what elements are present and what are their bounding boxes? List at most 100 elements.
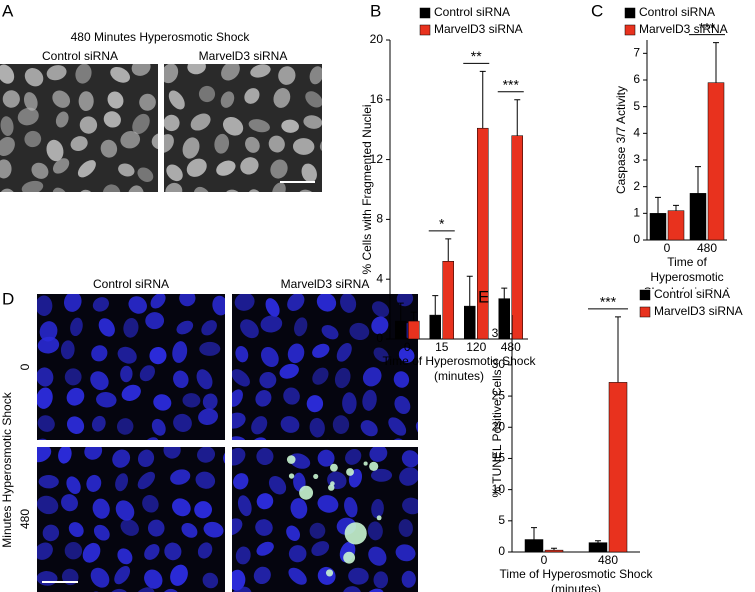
bar xyxy=(477,127,489,340)
nucleus xyxy=(371,316,389,335)
nucleus xyxy=(370,468,393,482)
y-tick-label: 3 xyxy=(633,152,640,166)
y-tick-label: 20 xyxy=(492,419,506,433)
apoptotic-body xyxy=(313,473,319,479)
nucleus xyxy=(66,387,85,406)
x-tick-label: 0 xyxy=(664,241,671,255)
nucleus xyxy=(103,111,121,128)
nucleus xyxy=(150,294,166,309)
nucleus xyxy=(312,343,330,358)
nucleus xyxy=(176,320,194,335)
nucleus xyxy=(233,473,249,490)
nucleus xyxy=(61,494,78,512)
x-tick-label: 15 xyxy=(435,340,449,354)
nucleus xyxy=(52,90,71,108)
nucleus xyxy=(100,139,118,158)
y-tick-label: 0 xyxy=(498,544,505,558)
nucleus xyxy=(55,111,69,128)
nucleus xyxy=(60,340,75,360)
nucleus xyxy=(316,294,337,312)
nucleus xyxy=(120,365,133,383)
nucleus xyxy=(68,522,84,537)
nucleus xyxy=(214,133,230,154)
nucleus xyxy=(288,567,307,585)
nucleus xyxy=(290,498,308,519)
nucleus xyxy=(250,64,271,78)
bar xyxy=(689,193,707,241)
error-bar xyxy=(695,166,701,194)
column-label: Control siRNA xyxy=(93,277,169,291)
nucleus xyxy=(401,450,418,468)
nucleus xyxy=(164,64,179,84)
nucleus xyxy=(203,521,224,538)
nucleus xyxy=(164,542,182,561)
nucleus xyxy=(63,294,82,312)
nucleus xyxy=(281,119,299,133)
nucleus xyxy=(120,131,141,149)
error-bar xyxy=(615,316,621,383)
nucleus xyxy=(144,544,160,560)
nucleus xyxy=(64,541,83,560)
y-tick-label: 2 xyxy=(633,179,640,193)
nucleus xyxy=(116,418,134,435)
nucleus xyxy=(292,138,315,155)
apoptotic-body xyxy=(328,484,335,491)
error-bar xyxy=(514,99,521,136)
nucleus xyxy=(38,475,59,489)
x-tick-label: 480 xyxy=(598,553,618,567)
nucleus xyxy=(234,294,255,311)
nucleus xyxy=(362,389,377,411)
bar xyxy=(511,135,523,340)
nucleus xyxy=(164,114,180,132)
nucleus xyxy=(0,116,14,136)
significance-label: ** xyxy=(471,48,482,64)
nucleus xyxy=(398,347,415,363)
error-bar xyxy=(501,287,508,299)
nucleus xyxy=(46,65,67,81)
legend-swatch xyxy=(639,289,651,301)
nucleus xyxy=(37,495,59,515)
significance-label: *** xyxy=(600,294,617,310)
nucleus xyxy=(75,64,92,84)
apoptotic-body xyxy=(363,461,368,466)
row-label: 0 xyxy=(18,363,32,370)
nucleus xyxy=(24,130,42,148)
x-axis-label-box: Time of Hyperosmotic Shock (minutes) xyxy=(500,567,653,592)
nucleus xyxy=(248,119,270,133)
nucleus xyxy=(232,447,246,466)
nucleus xyxy=(268,135,285,153)
nucleus xyxy=(235,345,249,363)
nucleus xyxy=(182,393,201,408)
row-axis-label: Minutes Hyperosmotic Shock xyxy=(0,391,14,547)
legend-swatch xyxy=(419,24,431,36)
nucleus xyxy=(170,564,188,586)
nucleus xyxy=(371,301,390,318)
legend-label: Control siRNA xyxy=(654,287,730,301)
nucleus xyxy=(349,322,370,341)
nucleus xyxy=(66,476,81,494)
nucleus xyxy=(283,387,300,405)
significance-label: * xyxy=(439,216,445,232)
nucleus xyxy=(402,497,418,515)
nucleus xyxy=(232,389,243,407)
nucleus xyxy=(86,474,102,492)
nucleus xyxy=(170,469,191,485)
x-tick-label: 480 xyxy=(697,241,717,255)
nucleus xyxy=(181,522,198,538)
nucleus xyxy=(309,66,322,85)
nucleus xyxy=(202,393,218,410)
nucleus xyxy=(196,369,213,390)
nucleus xyxy=(37,542,53,560)
y-tick-label: 0 xyxy=(633,232,640,246)
error-bar xyxy=(673,204,679,211)
nucleus xyxy=(332,415,350,434)
nucleus xyxy=(115,500,135,521)
panel-letter: E xyxy=(478,287,489,306)
nucleus xyxy=(388,417,407,436)
nucleus xyxy=(147,519,165,537)
nucleus xyxy=(294,317,308,337)
image-bg xyxy=(232,294,418,440)
nucleus xyxy=(373,347,389,362)
nucleus xyxy=(197,447,216,463)
nucleus xyxy=(151,132,158,150)
